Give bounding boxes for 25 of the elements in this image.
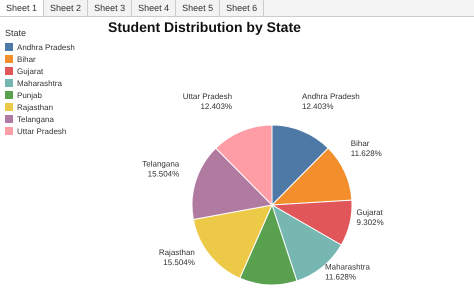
legend-label: Gujarat (17, 66, 44, 76)
slice-label: Telangana (142, 159, 180, 168)
data-label: 12.403% (302, 102, 334, 111)
data-label: 11.628% (324, 272, 356, 282)
data-label: 9.302% (356, 218, 384, 228)
legend-label: Maharashtra (17, 78, 62, 88)
chart-title: Student Distribution by State (108, 19, 301, 35)
data-label: 12.403% (200, 102, 232, 111)
legend-label: Andhra Pradesh (17, 42, 75, 52)
slice-label: Rajasthan (158, 248, 195, 258)
data-label: 15.504% (148, 169, 180, 178)
slice-label: Uttar Pradesh (182, 92, 232, 101)
legend-label: Telangana (17, 114, 54, 124)
data-label: 15.504% (163, 258, 195, 268)
slice-label: Gujarat (356, 208, 384, 218)
slice-label: Maharashtra (324, 262, 370, 272)
legend-label: Punjab (17, 90, 42, 100)
slice-label: Bihar (350, 138, 370, 148)
legend-label: Rajasthan (17, 102, 54, 112)
legend-label: Bihar (17, 54, 36, 64)
sheet-tab: Sheet 1 (0, 0, 44, 16)
legend-label: Uttar Pradesh (17, 126, 66, 136)
data-label: 11.628% (350, 148, 382, 158)
legend-title: State (5, 28, 28, 38)
slice-label: Andhra Pradesh (302, 92, 360, 101)
